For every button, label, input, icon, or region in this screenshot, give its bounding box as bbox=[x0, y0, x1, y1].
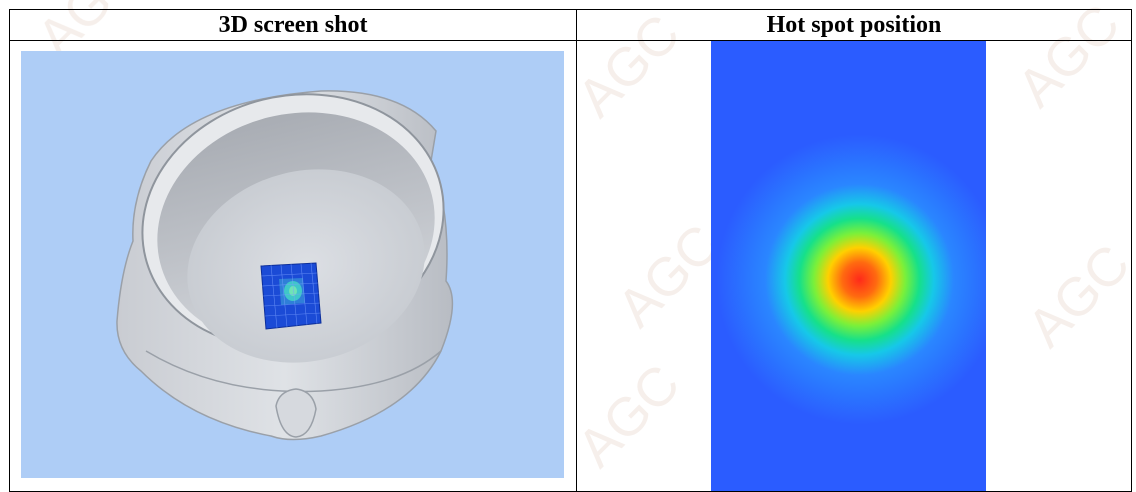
heatmap-illustration bbox=[711, 41, 986, 491]
3d-screenshot-image bbox=[21, 51, 564, 478]
image-row bbox=[9, 40, 1132, 492]
hot-spot-heatmap bbox=[711, 41, 986, 491]
comparison-table: 3D screen shot Hot spot position bbox=[9, 9, 1132, 492]
sensor-point-grid bbox=[260, 262, 322, 330]
header-hot-spot-position: Hot spot position bbox=[576, 9, 1132, 41]
bowl-model-illustration bbox=[116, 90, 454, 441]
header-3d-screenshot: 3D screen shot bbox=[9, 9, 577, 41]
cell-hot-spot-position bbox=[576, 40, 1132, 492]
header-row: 3D screen shot Hot spot position bbox=[9, 9, 1132, 41]
cell-3d-screenshot bbox=[9, 40, 577, 492]
